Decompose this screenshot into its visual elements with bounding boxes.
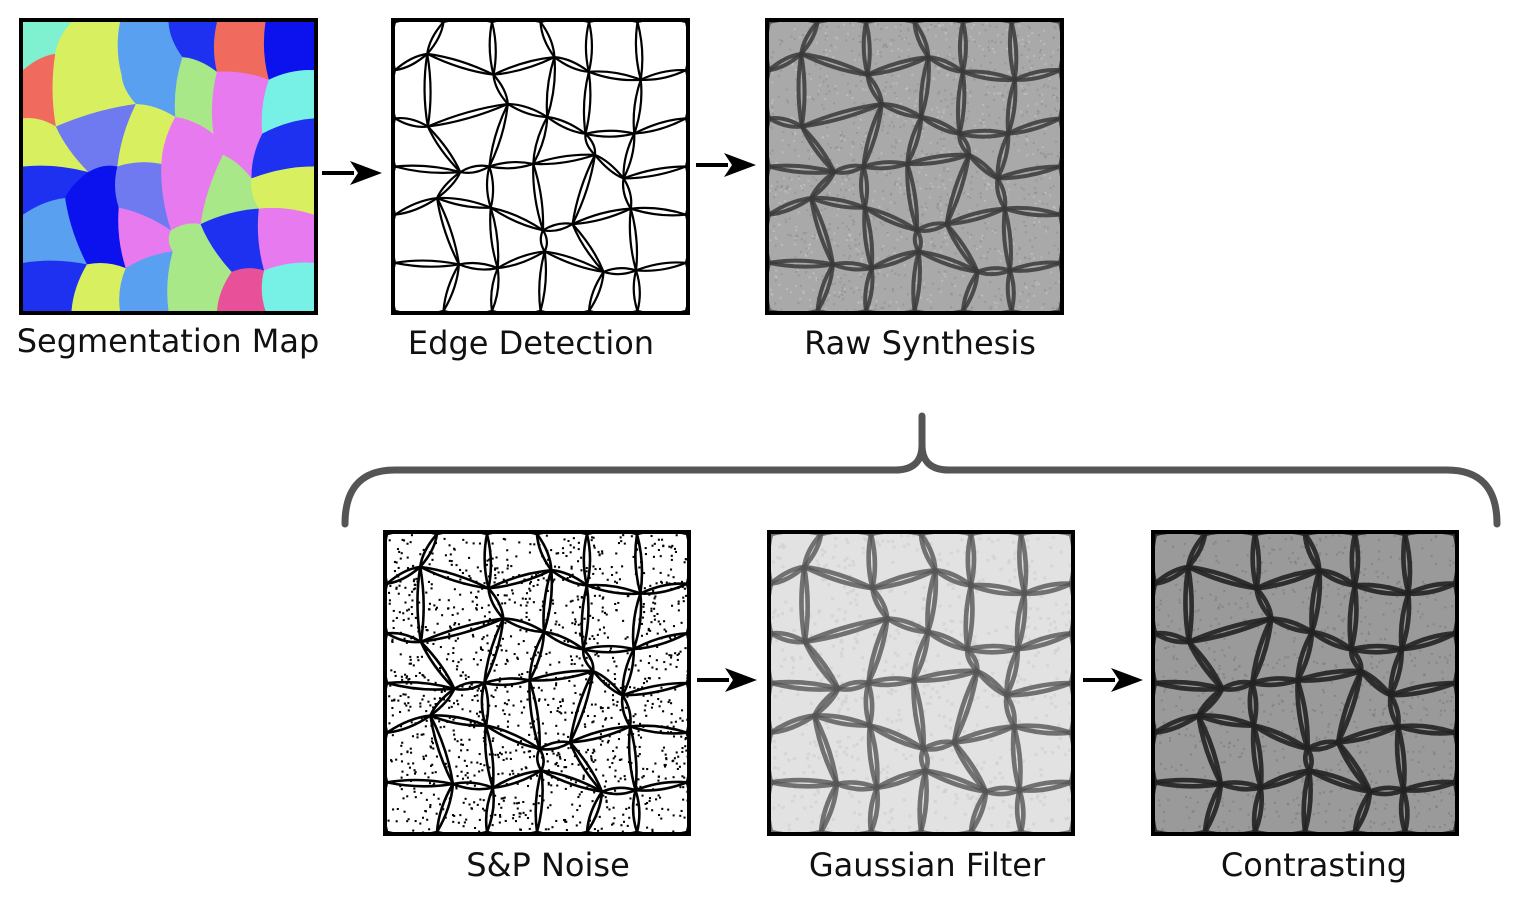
- sp-noise-image: [387, 534, 687, 832]
- contrasting-label: Contrasting: [1220, 846, 1408, 884]
- raw-synthesis-panel: [765, 18, 1064, 315]
- contrasting-panel: [1151, 530, 1459, 836]
- gaussian-filter-panel: [767, 530, 1075, 836]
- sp-noise-panel: [383, 530, 691, 836]
- raw-synthesis-image: [769, 22, 1060, 311]
- gaussian-filter-label: Gaussian Filter: [808, 846, 1046, 884]
- arrow-right-icon: [322, 161, 382, 185]
- raw-synthesis-label: Raw Synthesis: [804, 324, 1036, 362]
- arrow-right-icon: [696, 153, 756, 177]
- edge-detection-image: [395, 22, 686, 311]
- arrow-right-icon: [1083, 668, 1143, 692]
- gaussian-filter-image: [771, 534, 1071, 832]
- arrow-right-icon: [697, 668, 757, 692]
- segmentation-map-label: Segmentation Map: [16, 322, 320, 360]
- edge-detection-panel: [391, 18, 690, 315]
- segmentation-map-panel: [19, 18, 318, 315]
- segmentation-map-image: [23, 22, 314, 311]
- sp-noise-label: S&P Noise: [466, 846, 630, 884]
- edge-detection-label: Edge Detection: [407, 324, 655, 362]
- contrasting-image: [1155, 534, 1455, 832]
